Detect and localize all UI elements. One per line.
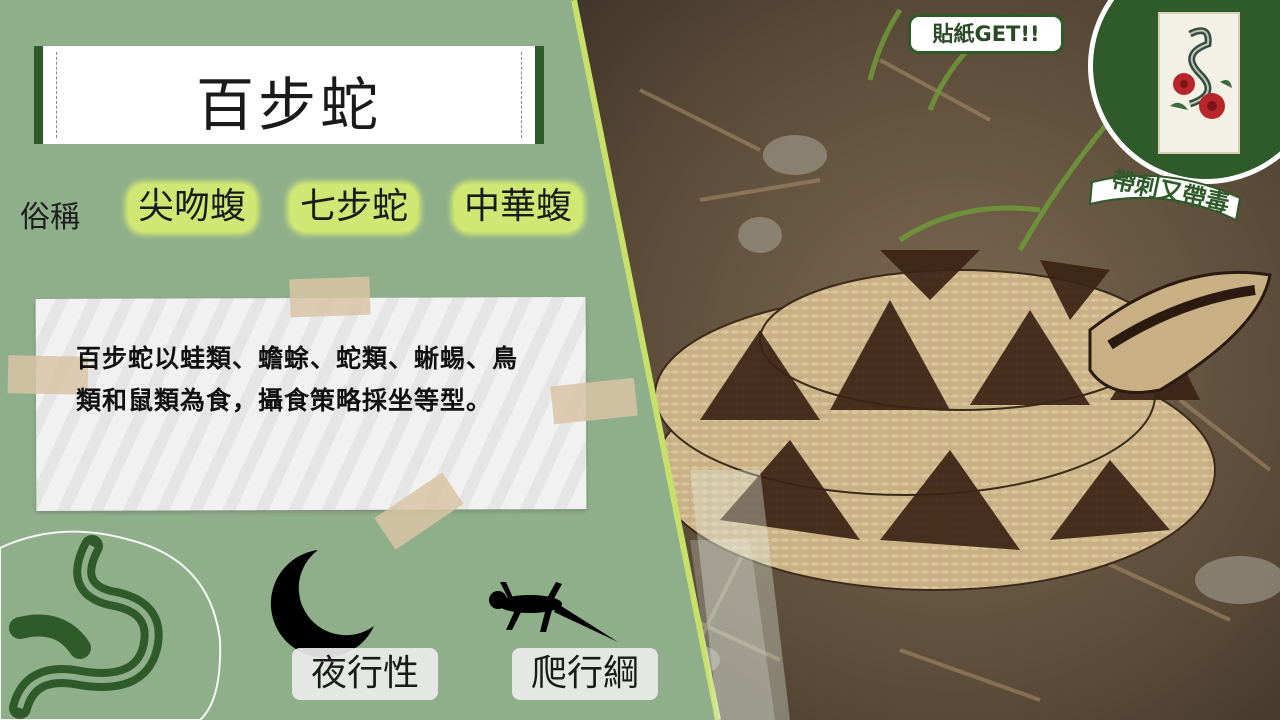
alias-name-1: 尖吻蝮 <box>128 180 257 234</box>
alias-name-3: 中華蝮 <box>454 180 583 234</box>
banner-dash-left <box>56 52 57 138</box>
sticker-get-label: 貼紙GET!! <box>911 17 1061 51</box>
sticker-card <box>1158 12 1240 154</box>
tape-top <box>289 276 371 318</box>
lizard-silhouette-icon <box>489 582 618 642</box>
banner-bar-right <box>535 46 544 144</box>
banner-bar-left <box>34 46 43 144</box>
crescent-moon-icon <box>270 550 374 658</box>
alias-label: 俗稱 <box>20 200 80 235</box>
sticker-ribbon <box>1088 174 1242 222</box>
description-text: 百步蛇以蛙類、蟾蜍、蛇類、蜥蜴、鳥類和鼠類為食，攝食策略採坐等型。 <box>76 344 519 415</box>
page-title: 百步蛇 <box>195 71 382 139</box>
alias-name-2: 七步蛇 <box>290 180 419 234</box>
snake-outline-icon <box>9 535 163 719</box>
nocturnal-badge: 夜行性 <box>292 648 438 700</box>
banner-dash-right <box>521 52 522 138</box>
title-banner: 百步蛇 <box>34 46 544 144</box>
snake-rose-icon <box>1170 27 1232 119</box>
sticker-get-badge: 貼紙GET!! <box>908 14 1064 54</box>
reptile-badge: 爬行綱 <box>512 648 658 700</box>
